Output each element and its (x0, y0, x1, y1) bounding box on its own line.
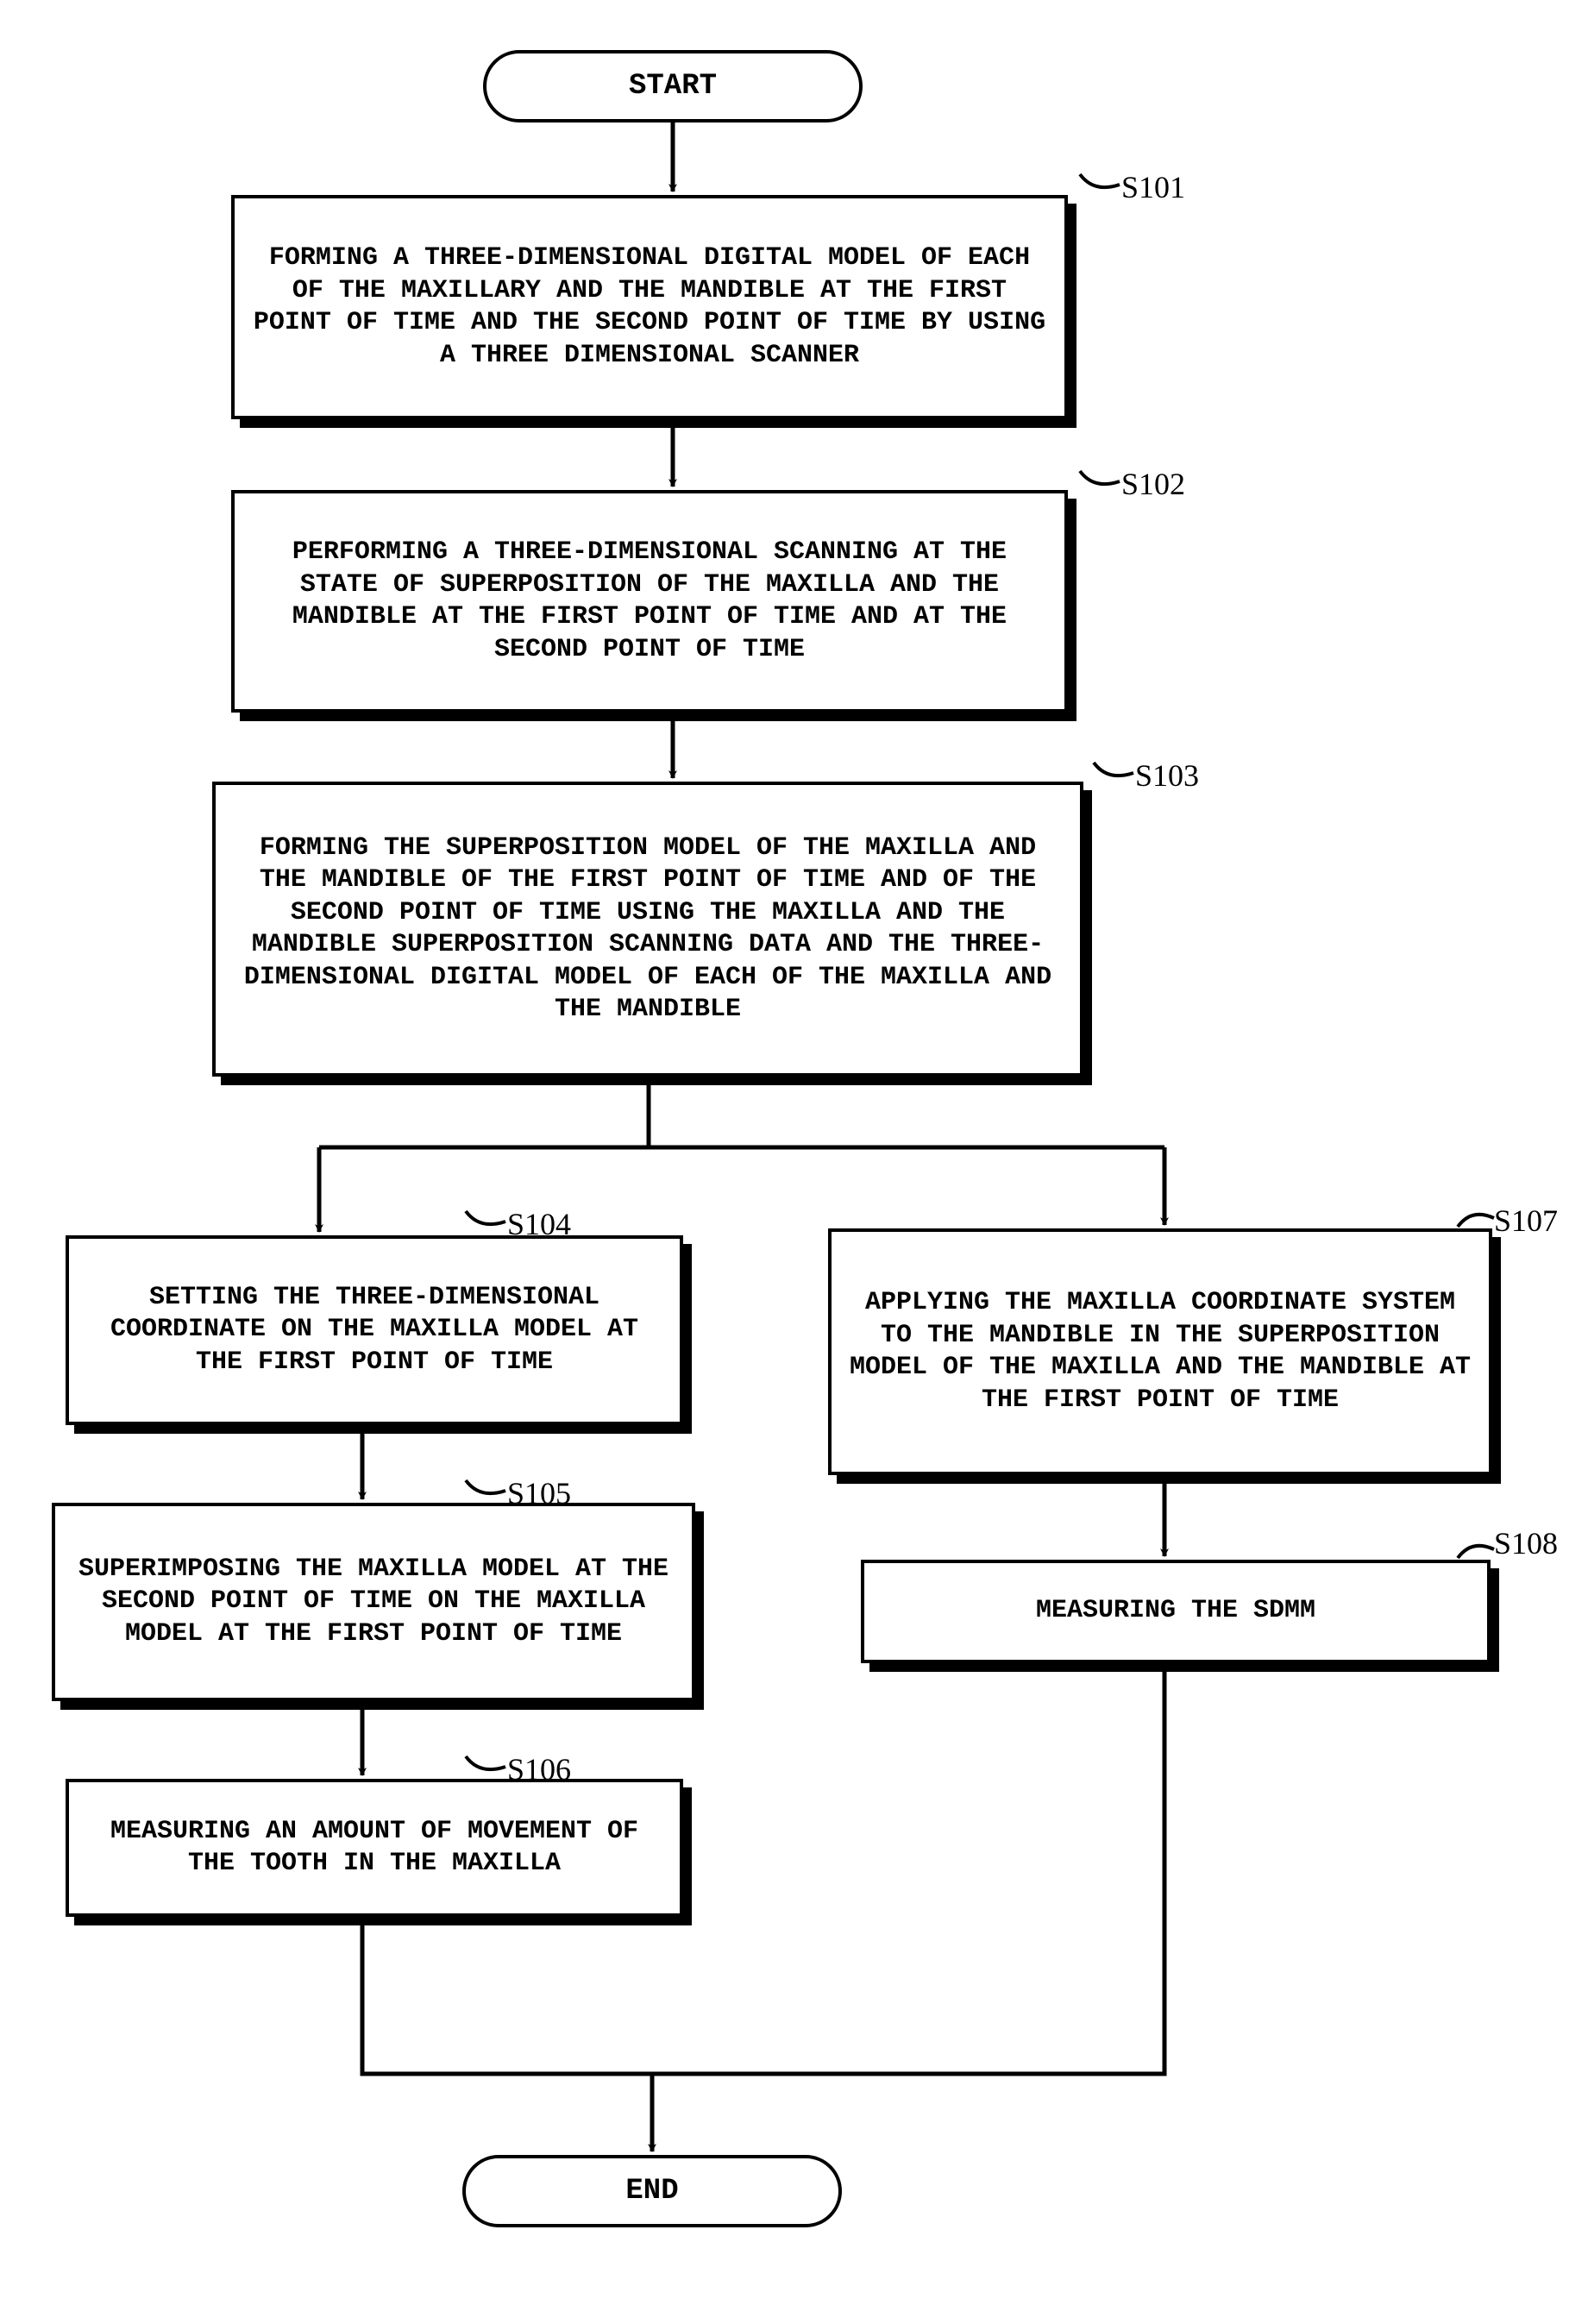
step-s103: FORMING THE SUPERPOSITION MODEL OF THE M… (212, 782, 1083, 1077)
end-label: END (625, 2176, 678, 2206)
label-tick-s108 (1456, 1537, 1496, 1563)
label-tick-s106 (464, 1755, 507, 1781)
step-s107: APPLYING THE MAXILLA COORDINATE SYSTEM T… (828, 1228, 1492, 1475)
step-s105-text: SUPERIMPOSING THE MAXILLA MODEL AT THE S… (55, 1554, 692, 1651)
step-s104-text: SETTING THE THREE-DIMENSIONAL COORDINATE… (69, 1282, 680, 1379)
label-tick-s105 (464, 1479, 507, 1504)
step-s105-label: S105 (507, 1475, 571, 1511)
label-tick-s104 (464, 1209, 507, 1235)
step-s101-label: S101 (1121, 169, 1185, 205)
step-s101-text: FORMING A THREE-DIMENSIONAL DIGITAL MODE… (235, 242, 1064, 372)
step-s105: SUPERIMPOSING THE MAXILLA MODEL AT THE S… (52, 1503, 695, 1701)
step-s102-text: PERFORMING A THREE-DIMENSIONAL SCANNING … (235, 537, 1064, 666)
step-s108-text: MEASURING THE SDMM (1019, 1595, 1333, 1628)
end-terminator: END (462, 2155, 842, 2227)
label-tick-s102 (1078, 469, 1121, 495)
step-s103-text: FORMING THE SUPERPOSITION MODEL OF THE M… (216, 832, 1080, 1027)
label-tick-s103 (1092, 761, 1135, 787)
step-s107-label: S107 (1494, 1203, 1558, 1239)
step-s108: MEASURING THE SDMM (861, 1560, 1491, 1663)
step-s106: MEASURING AN AMOUNT OF MOVEMENT OF THE T… (66, 1779, 683, 1917)
step-s102: PERFORMING A THREE-DIMENSIONAL SCANNING … (231, 490, 1068, 713)
step-s101: FORMING A THREE-DIMENSIONAL DIGITAL MODE… (231, 195, 1068, 419)
step-s106-label: S106 (507, 1751, 571, 1787)
flowchart-canvas: START FORMING A THREE-DIMENSIONAL DIGITA… (0, 0, 1588, 2324)
start-label: START (629, 72, 717, 101)
step-s107-text: APPLYING THE MAXILLA COORDINATE SYSTEM T… (832, 1287, 1489, 1416)
step-s103-label: S103 (1135, 757, 1199, 794)
step-s108-label: S108 (1494, 1525, 1558, 1561)
step-s106-text: MEASURING AN AMOUNT OF MOVEMENT OF THE T… (69, 1816, 680, 1881)
label-tick-s107 (1456, 1206, 1496, 1232)
step-s104: SETTING THE THREE-DIMENSIONAL COORDINATE… (66, 1235, 683, 1425)
start-terminator: START (483, 50, 863, 122)
step-s104-label: S104 (507, 1206, 571, 1242)
label-tick-s101 (1078, 173, 1121, 198)
step-s102-label: S102 (1121, 466, 1185, 502)
